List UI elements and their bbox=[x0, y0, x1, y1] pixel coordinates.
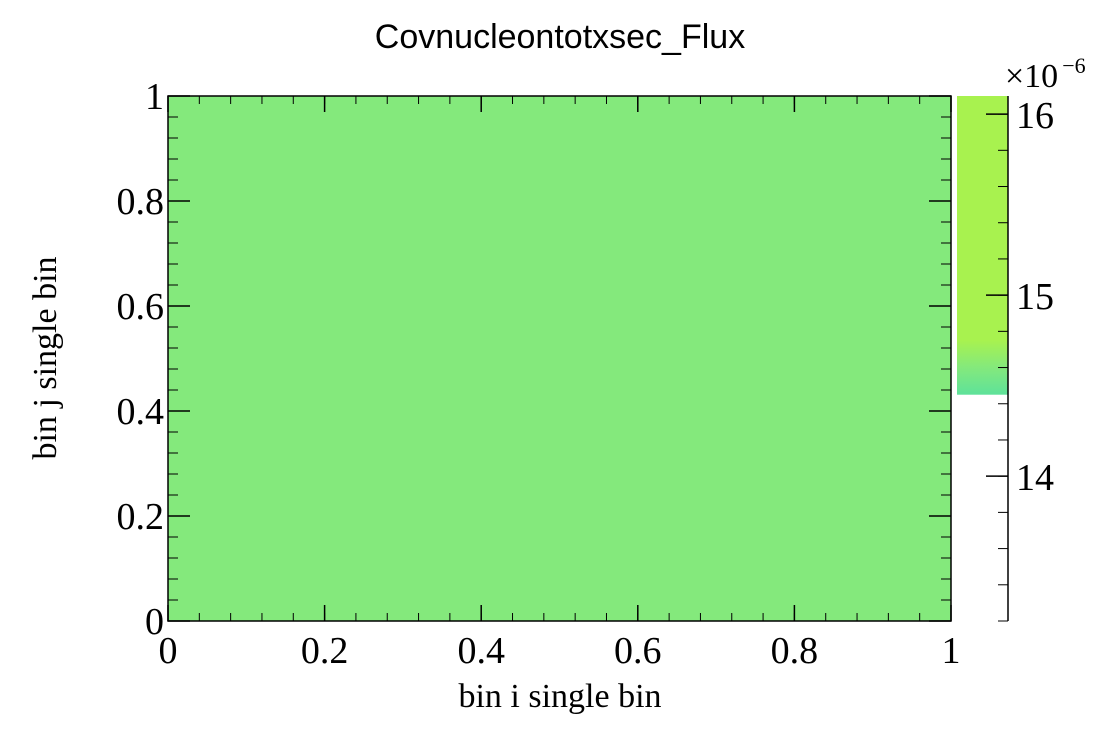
y-tick-label: 1 bbox=[145, 76, 164, 118]
y-tick-label: 0.6 bbox=[117, 286, 165, 328]
y-tick-label: 0.2 bbox=[117, 496, 165, 538]
chart-title: Covnucleontotxsec_Flux bbox=[375, 18, 745, 56]
plot-frame bbox=[167, 95, 952, 622]
x-tick-label: 0.8 bbox=[771, 630, 819, 672]
heatmap-cell bbox=[168, 96, 951, 621]
x-tick-label: 0 bbox=[159, 630, 178, 672]
y-axis-label: bin j single bin bbox=[27, 256, 64, 459]
plot-area bbox=[167, 95, 952, 622]
colorbar-fill bbox=[957, 96, 1008, 395]
colorbar-exponent-base: ×10 bbox=[1005, 58, 1058, 95]
colorbar-exponent: ×10 −6 bbox=[1005, 53, 1086, 95]
y-tick-label: 0.8 bbox=[117, 181, 165, 223]
y-tick-label: 0.4 bbox=[117, 391, 165, 433]
colorbar-tick-label: 14 bbox=[1016, 457, 1054, 499]
x-tick-label: 0.6 bbox=[614, 630, 662, 672]
colorbar-tick-label: 15 bbox=[1016, 276, 1054, 318]
colorbar-exponent-power: −6 bbox=[1062, 53, 1085, 78]
x-tick-label: 0.2 bbox=[301, 630, 349, 672]
x-axis-label: bin i single bin bbox=[458, 678, 661, 715]
y-tick-label: 0 bbox=[145, 601, 164, 643]
y-axis-ticks: 0 0.2 0.4 0.6 0.8 1 bbox=[117, 76, 951, 643]
x-tick-label: 0.4 bbox=[457, 630, 505, 672]
colorbar-tick-label: 16 bbox=[1016, 95, 1054, 137]
colorbar: 14 15 16 bbox=[957, 95, 1054, 622]
x-axis-ticks: 0 0.2 0.4 0.6 0.8 1 bbox=[159, 96, 961, 672]
x-tick-label: 1 bbox=[942, 630, 961, 672]
